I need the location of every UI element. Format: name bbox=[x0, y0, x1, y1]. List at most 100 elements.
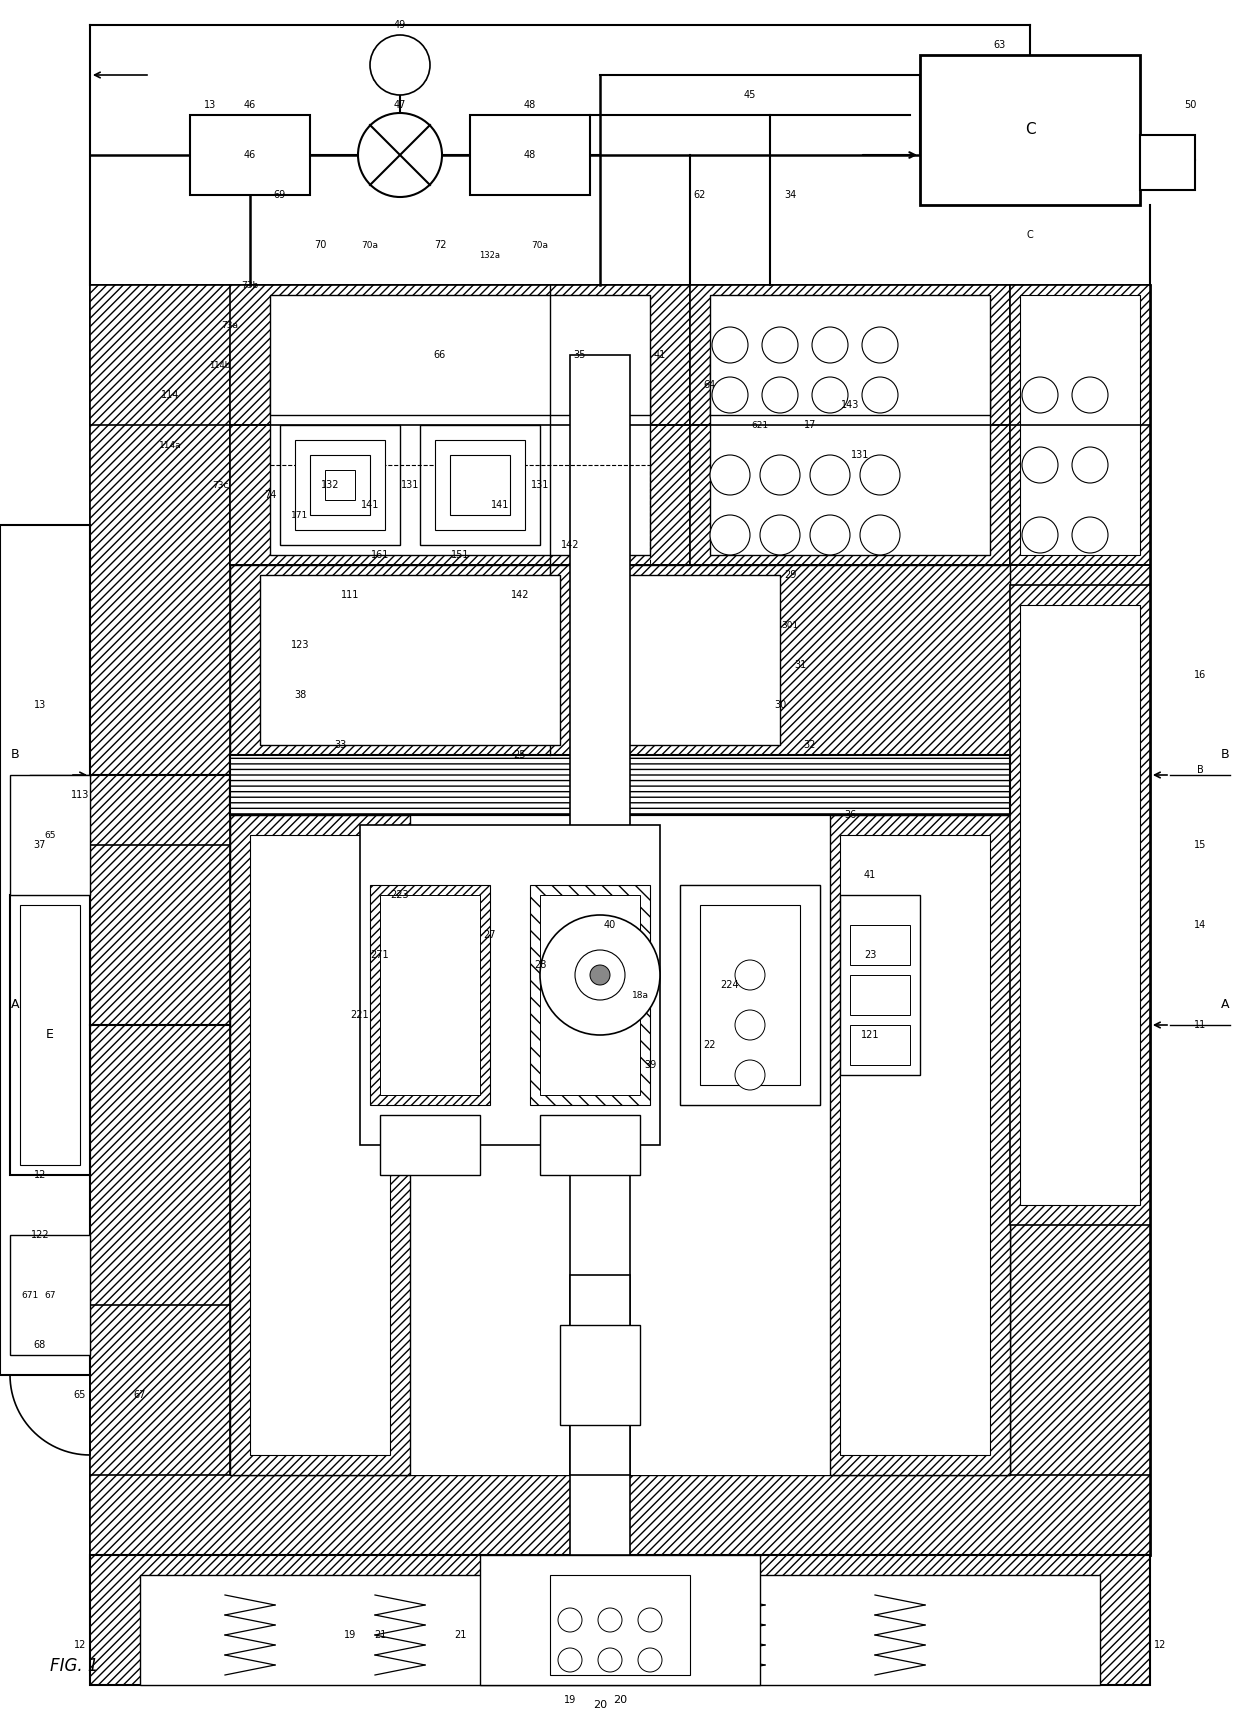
Bar bbox=[711, 295, 990, 416]
Circle shape bbox=[1022, 518, 1058, 554]
Text: 131: 131 bbox=[851, 450, 869, 461]
Circle shape bbox=[711, 516, 750, 555]
Circle shape bbox=[598, 1608, 622, 1632]
Circle shape bbox=[558, 1647, 582, 1672]
Text: 143: 143 bbox=[841, 400, 859, 411]
Text: 66: 66 bbox=[434, 350, 446, 361]
Text: 14: 14 bbox=[1194, 919, 1207, 930]
Bar bbox=[260, 574, 560, 745]
Text: 67: 67 bbox=[45, 1290, 56, 1299]
Text: 113: 113 bbox=[71, 790, 89, 800]
Text: 19: 19 bbox=[343, 1630, 356, 1640]
Text: 33: 33 bbox=[334, 740, 346, 750]
Circle shape bbox=[370, 34, 430, 95]
Text: FIG. 1: FIG. 1 bbox=[50, 1658, 98, 1675]
Bar bbox=[91, 285, 1149, 424]
Text: 67: 67 bbox=[134, 1390, 146, 1401]
Circle shape bbox=[735, 1059, 765, 1090]
Circle shape bbox=[735, 961, 765, 990]
Circle shape bbox=[812, 328, 848, 362]
Text: 69: 69 bbox=[274, 190, 286, 200]
Bar bbox=[539, 1114, 640, 1175]
Circle shape bbox=[760, 516, 800, 555]
Bar bbox=[190, 116, 310, 195]
Text: 19: 19 bbox=[564, 1696, 577, 1704]
Circle shape bbox=[760, 455, 800, 495]
Text: 35: 35 bbox=[574, 350, 587, 361]
Bar bbox=[435, 440, 525, 530]
Bar bbox=[270, 355, 650, 555]
Circle shape bbox=[763, 378, 799, 412]
Text: 22: 22 bbox=[704, 1040, 717, 1051]
Text: A: A bbox=[11, 999, 20, 1011]
Text: 114: 114 bbox=[161, 390, 180, 400]
Circle shape bbox=[810, 516, 849, 555]
Text: 70a: 70a bbox=[532, 240, 548, 250]
Text: 17: 17 bbox=[804, 419, 816, 430]
Text: 48: 48 bbox=[523, 100, 536, 110]
Text: 28: 28 bbox=[533, 961, 546, 969]
Text: 20: 20 bbox=[613, 1696, 627, 1704]
Text: 131: 131 bbox=[401, 480, 419, 490]
Text: 73b: 73b bbox=[242, 281, 259, 290]
Text: 13: 13 bbox=[33, 700, 46, 711]
Bar bbox=[295, 440, 384, 530]
Text: 16: 16 bbox=[1194, 669, 1207, 680]
Bar bbox=[849, 975, 910, 1014]
Text: 68: 68 bbox=[33, 1340, 46, 1351]
Text: 161: 161 bbox=[371, 550, 389, 561]
Bar bbox=[229, 345, 689, 566]
Bar bbox=[229, 285, 689, 424]
Bar bbox=[680, 885, 820, 1106]
Bar bbox=[849, 925, 910, 964]
Circle shape bbox=[711, 455, 750, 495]
Text: 132a: 132a bbox=[480, 250, 501, 259]
Bar bbox=[91, 1554, 1149, 1685]
Circle shape bbox=[712, 378, 748, 412]
Bar bbox=[839, 895, 920, 1075]
Text: 21: 21 bbox=[454, 1630, 466, 1640]
Text: 20: 20 bbox=[593, 1701, 608, 1709]
Text: B: B bbox=[1220, 749, 1229, 761]
Bar bbox=[920, 55, 1140, 205]
Text: 49: 49 bbox=[394, 21, 407, 29]
Text: 48: 48 bbox=[523, 150, 536, 160]
Bar bbox=[839, 835, 990, 1454]
Text: 41: 41 bbox=[864, 869, 877, 880]
Circle shape bbox=[810, 455, 849, 495]
Text: 12: 12 bbox=[33, 1170, 46, 1180]
Bar bbox=[711, 355, 990, 555]
Circle shape bbox=[590, 964, 610, 985]
Text: 45: 45 bbox=[744, 90, 756, 100]
Bar bbox=[830, 814, 1011, 1475]
Text: 271: 271 bbox=[371, 950, 389, 961]
Bar bbox=[370, 885, 490, 1106]
Text: 27: 27 bbox=[484, 930, 496, 940]
Text: 37: 37 bbox=[33, 840, 46, 850]
Text: 224: 224 bbox=[720, 980, 739, 990]
Text: 30: 30 bbox=[774, 700, 786, 711]
Text: 46: 46 bbox=[244, 100, 257, 110]
Text: 34: 34 bbox=[784, 190, 796, 200]
Bar bbox=[325, 469, 355, 500]
Text: 72: 72 bbox=[434, 240, 446, 250]
Text: 114b: 114b bbox=[210, 361, 231, 369]
Bar bbox=[849, 1025, 910, 1064]
Bar bbox=[585, 374, 615, 1554]
Circle shape bbox=[358, 114, 441, 197]
Bar bbox=[270, 295, 650, 416]
Text: 62: 62 bbox=[694, 190, 707, 200]
Text: C: C bbox=[1027, 229, 1033, 240]
Bar bbox=[229, 566, 1011, 756]
Text: 31: 31 bbox=[794, 661, 806, 669]
Bar bbox=[551, 1575, 689, 1675]
Circle shape bbox=[763, 328, 799, 362]
Bar bbox=[91, 1475, 1149, 1554]
Text: 32: 32 bbox=[804, 740, 816, 750]
Bar bbox=[1021, 605, 1140, 1206]
Bar bbox=[1011, 285, 1149, 1554]
Text: 39: 39 bbox=[644, 1059, 656, 1070]
Bar bbox=[701, 906, 800, 1085]
Bar bbox=[570, 1275, 630, 1475]
Text: 142: 142 bbox=[560, 540, 579, 550]
